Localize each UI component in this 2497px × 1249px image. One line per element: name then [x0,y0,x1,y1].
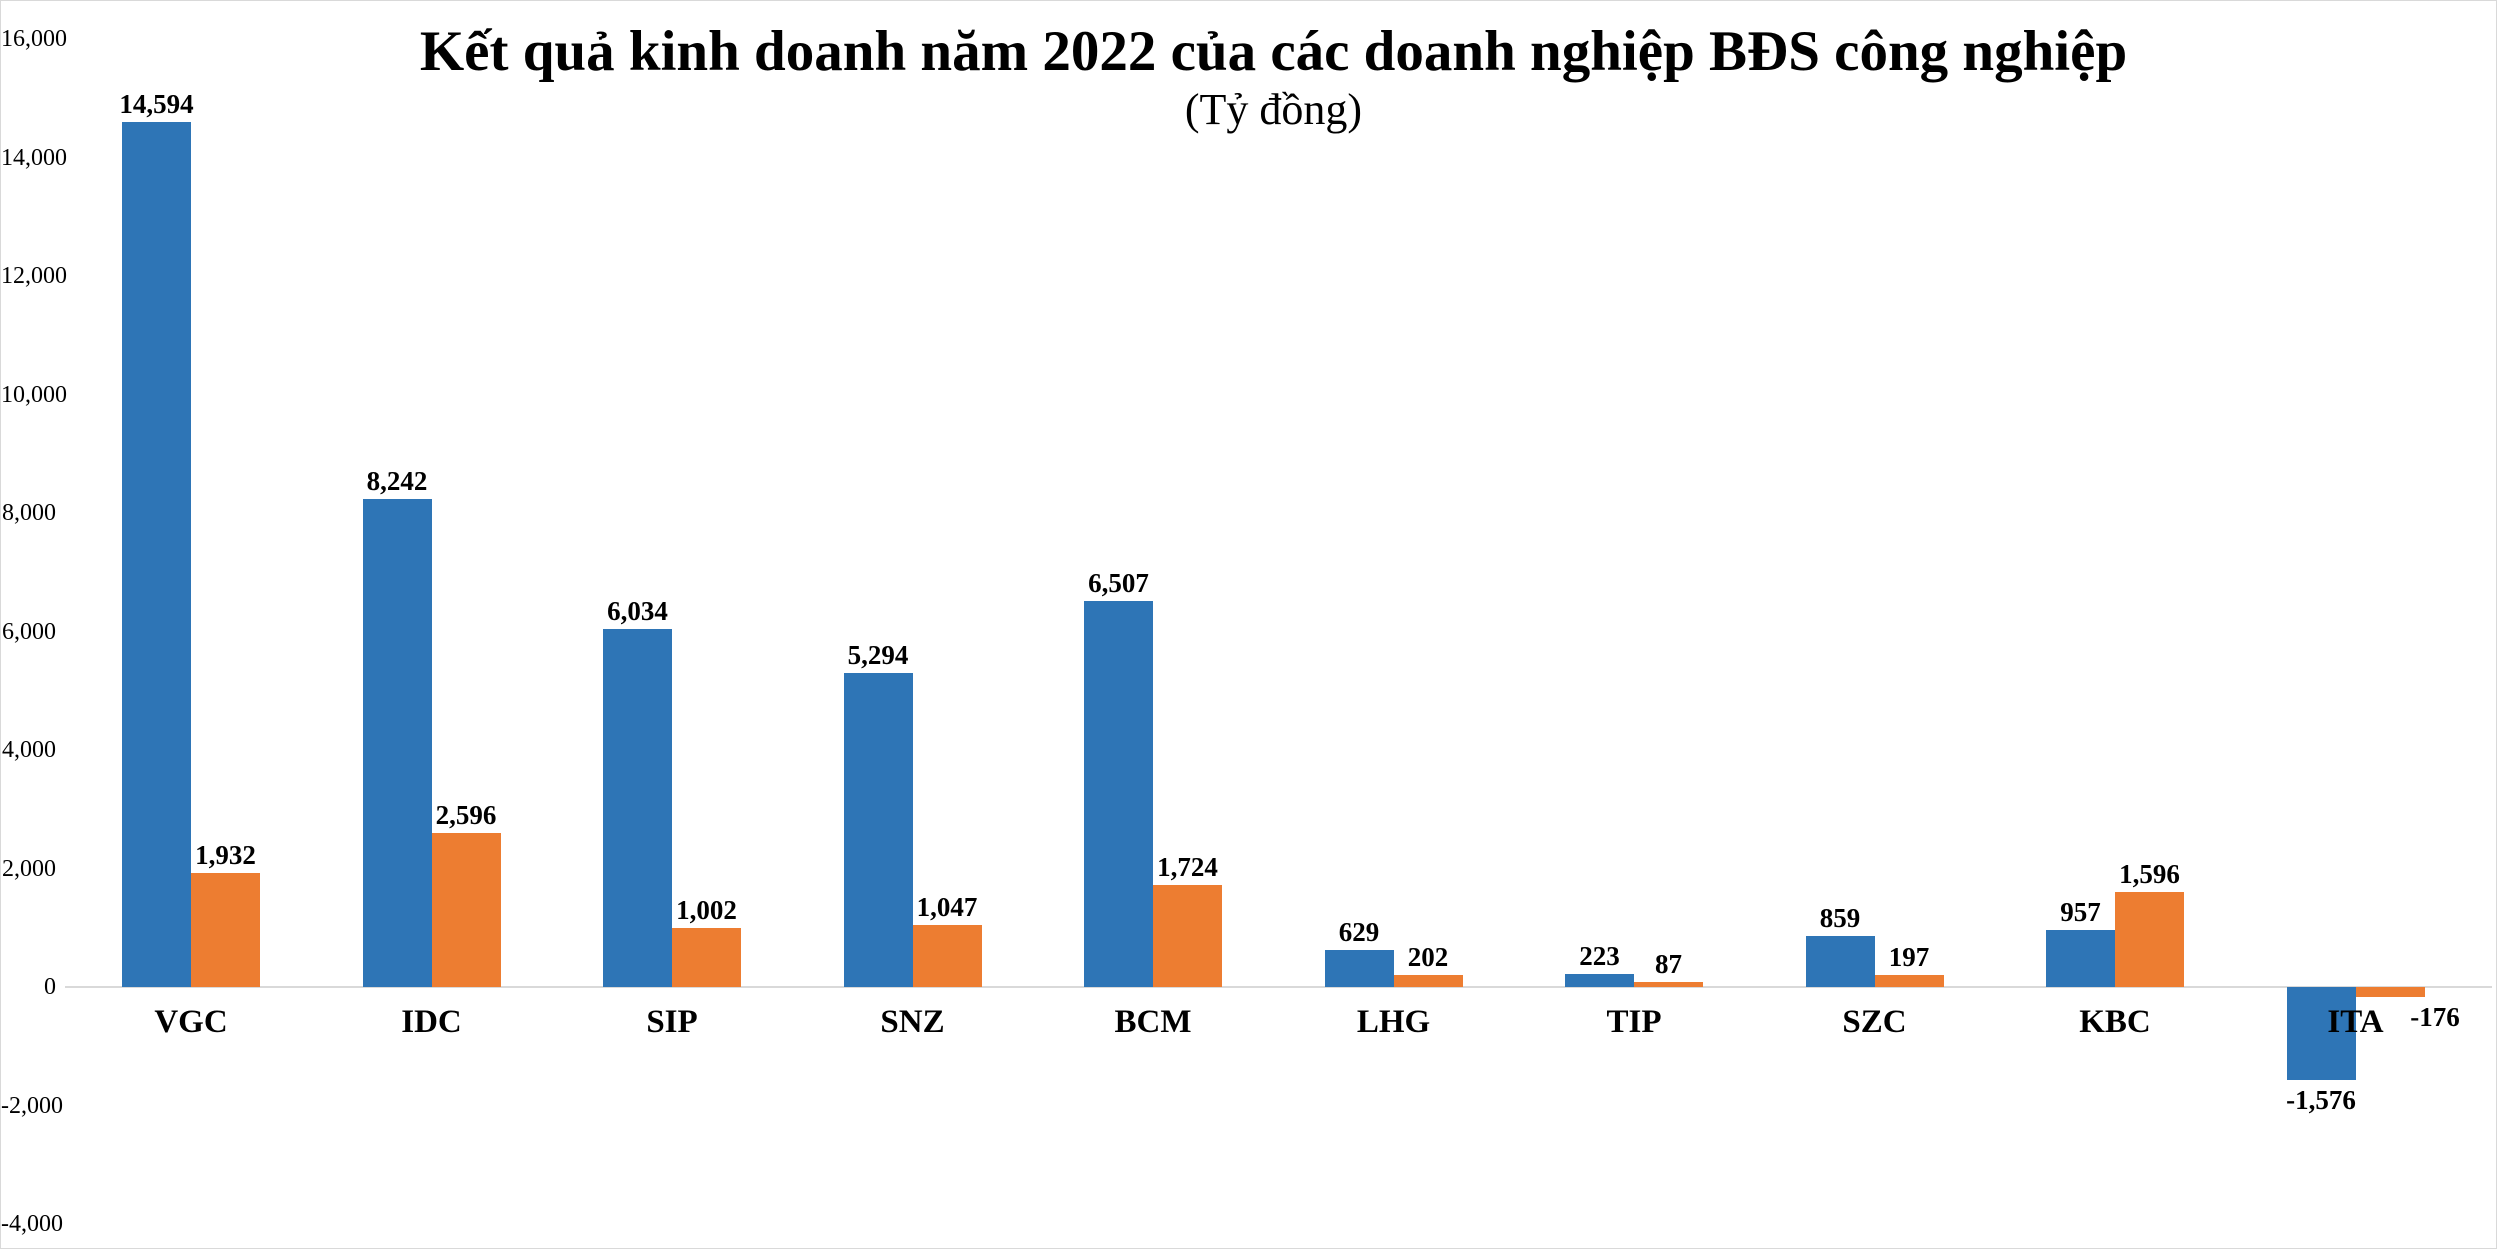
bar-snz-series-1-blue [843,673,913,987]
bar-lhg-series-1-blue [1324,949,1394,987]
category-label-kbc: KBC [2079,1004,2151,1040]
y-tick-label: 6,000 [2,618,56,645]
data-label-szc-series-1-blue: 859 [1819,903,1861,934]
data-label-snz-series-1-blue: 5,294 [847,640,909,671]
y-tick-label: 16,000 [1,26,67,52]
data-label-kbc-series-2-orange: 1,596 [2119,859,2180,890]
data-label-idc-series-1-blue: 8,242 [366,465,428,496]
category-label-sip: SIP [646,1004,698,1040]
bar-sip-series-1-blue [603,629,672,987]
y-tick-label: 0 [44,974,56,1000]
data-label-szc-series-2-orange: 197 [1888,942,1930,973]
data-label-idc-series-2-orange: 2,596 [435,800,497,831]
bar-vgc-series-1-blue [122,122,191,987]
data-label-sip-series-1-blue: 6,034 [607,596,668,627]
y-tick-label: 12,000 [1,263,67,289]
data-label-ita-series-1-blue: -1,576 [2286,1085,2356,1116]
bar-sip-series-2-orange [672,927,741,987]
data-label-snz-series-2-orange: 1,047 [916,891,978,922]
category-label-vgc: VGC [154,1004,228,1040]
bar-tip-series-2-orange [1634,981,1703,987]
y-tick-label: 14,000 [1,144,67,171]
category-label-szc: SZC [1842,1004,1907,1040]
category-label-ita: ITA [2327,1004,2384,1040]
bar-vgc-series-2-orange [191,872,260,987]
bar-bcm-series-1-blue [1084,601,1153,987]
bar-tip-series-1-blue [1565,973,1634,987]
bar-ita-series-2-orange [2355,987,2425,998]
category-label-tip: TIP [1606,1004,1662,1040]
data-label-bcm-series-1-blue: 6,507 [1088,568,1149,599]
bar-idc-series-1-blue [362,498,432,987]
category-label-bcm: BCM [1114,1004,1192,1040]
data-label-bcm-series-2-orange: 1,724 [1157,851,1218,882]
bar-szc-series-1-blue [1805,936,1875,987]
bar-snz-series-2-orange [912,924,982,987]
category-label-idc: IDC [401,1004,462,1040]
data-label-vgc-series-2-orange: 1,932 [195,839,256,870]
y-tick-label: -4,000 [1,1211,63,1237]
y-tick-label: 10,000 [1,381,67,408]
data-label-vgc-series-1-blue: 14,594 [119,89,194,120]
data-label-tip-series-1-blue: 223 [1579,940,1620,971]
y-tick-label: 2,000 [2,855,56,882]
bar-kbc-series-2-orange [2115,892,2184,987]
chart-subtitle: (Tỷ đồng) [1184,84,1363,134]
bar-idc-series-2-orange [431,833,501,987]
data-label-lhg-series-1-blue: 629 [1338,916,1380,947]
data-label-sip-series-2-orange: 1,002 [676,894,737,925]
data-label-ita-series-2-orange: -176 [2410,1002,2460,1033]
data-label-tip-series-2-orange: 87 [1655,948,1682,979]
x-axis-line [65,986,2492,988]
y-tick-label: 4,000 [2,737,56,763]
chart-title-block: Kết quả kinh doanh năm 2022 của các doan… [71,20,2476,134]
bar-bcm-series-2-orange [1153,884,1222,987]
y-tick-label: -2,000 [1,1092,63,1119]
data-label-lhg-series-2-orange: 202 [1407,942,1449,973]
data-label-kbc-series-1-blue: 957 [2060,897,2101,928]
bar-lhg-series-2-orange [1393,975,1463,987]
category-label-lhg: LHG [1356,1004,1431,1040]
bar-szc-series-2-orange [1874,975,1944,987]
chart-title: Kết quả kinh doanh năm 2022 của các doan… [419,20,2128,83]
bar-ita-series-1-blue [2286,987,2356,1081]
y-tick-label: 8,000 [2,500,56,526]
bar-kbc-series-1-blue [2046,930,2115,987]
category-label-snz: SNZ [880,1004,945,1040]
